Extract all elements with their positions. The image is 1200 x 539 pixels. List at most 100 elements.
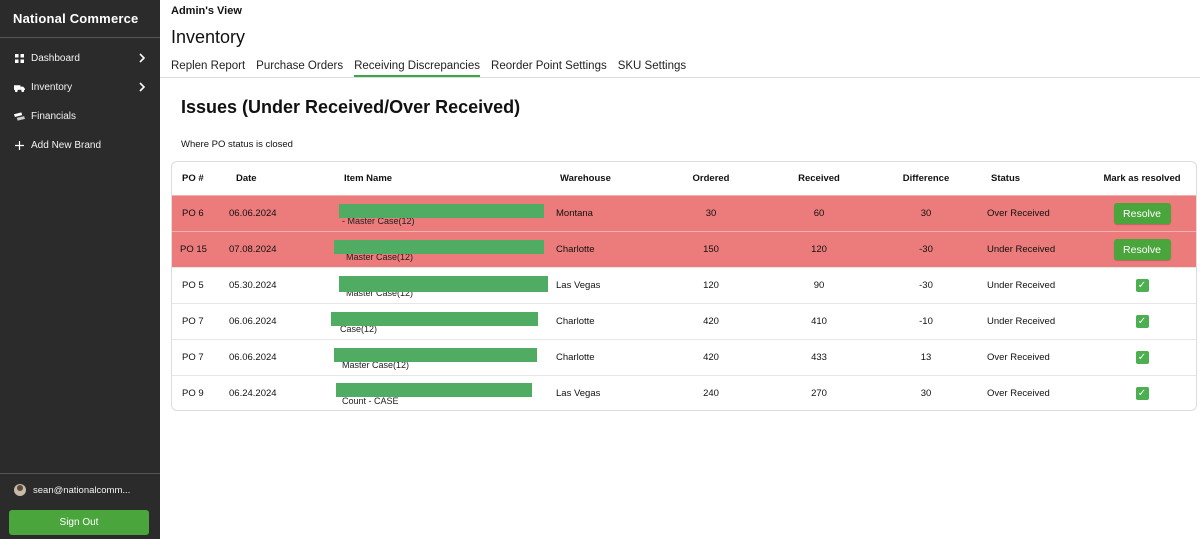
column-header-mark-as-resolved: Mark as resolved [1103,173,1181,184]
tab-reorder-point-settings[interactable]: Reorder Point Settings [491,60,607,72]
resolve-cell: Resolve [1092,196,1192,231]
user-email: sean@nationalcomm... [33,484,131,496]
tab-receiving-discrepancies[interactable]: Receiving Discrepancies [354,60,481,78]
item-name: Master Case(12) [332,232,562,267]
received-qty: 90 [813,280,825,291]
received-qty: 433 [811,352,827,363]
ordered-qty: 30 [705,208,717,219]
item-name-text: Master Case(12) [342,360,410,370]
sidebar-item-label: Financials [31,111,77,122]
resolve-button[interactable]: Resolve [1113,203,1171,224]
section-title: Issues (Under Received/Over Received) [181,97,521,117]
item-name-text: Case(12) [340,324,378,334]
sidebar-item-inventory[interactable]: Inventory [0,73,160,102]
item-name: Count - CASE [332,376,562,410]
table-row: PO 6 06.06.2024 - Master Case(12) Montan… [172,195,1196,231]
item-name: Master Case(12) [332,340,562,375]
ordered-qty: 240 [703,388,719,399]
tab-replen-report[interactable]: Replen Report [171,60,246,72]
grid-icon [14,53,25,64]
warehouse: Las Vegas [556,388,601,399]
po-date: 05.30.2024 [229,280,277,291]
redaction-block [331,312,538,326]
received-qty: 270 [811,388,827,399]
status-text: Over Received [987,352,1050,363]
ordered-qty: 420 [703,352,719,363]
item-name-text: Master Case(12) [346,252,414,262]
difference-qty: 13 [920,352,932,363]
ordered-qty: 420 [703,316,719,327]
status-text: Under Received [987,244,1056,255]
column-header-ordered: Ordered [692,173,730,184]
resolve-button[interactable]: Resolve [1113,239,1171,260]
resolved-cell: ✓ [1092,376,1192,410]
po-number: PO 9 [182,388,204,399]
sign-out-button[interactable]: Sign Out [9,510,149,535]
status-text: Over Received [987,388,1050,399]
po-number: PO 5 [182,280,204,291]
warehouse: Charlotte [556,244,595,255]
sidebar-item-label: Add New Brand [31,140,102,151]
plus-icon [14,140,25,151]
difference-qty: 30 [920,208,932,219]
item-name: - Master Case(12) [332,196,562,231]
po-number: PO 7 [182,316,204,327]
po-number: PO 15 [180,244,207,255]
received-qty: 120 [811,244,827,255]
table-row: PO 7 06.06.2024 Case(12) Charlotte 420 4… [172,303,1196,339]
resolved-check-icon: ✓ [1135,351,1149,364]
tab-purchase-orders[interactable]: Purchase Orders [256,60,344,72]
difference-qty: 30 [920,388,932,399]
redaction-block [334,240,544,254]
sidebar-item-add-new-brand[interactable]: Add New Brand [0,131,160,160]
received-qty: 410 [811,316,827,327]
warehouse: Charlotte [556,352,595,363]
table-row: PO 9 06.24.2024 Count - CASE Las Vegas 2… [172,375,1196,410]
column-header-received: Received [798,173,840,184]
sidebar: National Commerce Dashboard Inventory F [0,0,160,539]
section-subtitle: Where PO status is closed [181,139,293,150]
received-qty: 60 [813,208,825,219]
redaction-block [339,204,544,218]
page-title: Inventory [171,27,246,47]
tab-divider [160,77,1200,78]
resolve-cell: Resolve [1092,232,1192,267]
tab-sku-settings[interactable]: SKU Settings [617,60,687,72]
tab-bar: Replen Report Purchase Orders Receiving … [171,60,697,78]
resolved-check-icon: ✓ [1135,279,1149,292]
resolved-check-icon: ✓ [1135,315,1149,328]
difference-qty: -30 [919,280,933,291]
sidebar-nav: Dashboard Inventory Financials Add Ne [0,38,160,160]
resolved-cell: ✓ [1092,268,1192,303]
item-name-text: Master Case(12) [346,288,414,298]
po-date: 07.08.2024 [229,244,277,255]
status-text: Under Received [987,280,1056,291]
discrepancies-table: PO # Date Item Name Warehouse Ordered Re… [171,161,1197,411]
redaction-block [339,276,548,292]
sidebar-item-label: Inventory [31,82,73,93]
difference-qty: -10 [919,316,933,327]
column-header-status: Status [991,173,1021,184]
item-name: Case(12) [331,304,562,339]
ordered-qty: 150 [703,244,719,255]
table-row: PO 5 05.30.2024 Master Case(12) Las Vega… [172,267,1196,303]
table-row: PO 7 06.06.2024 Master Case(12) Charlott… [172,339,1196,375]
avatar [14,484,26,496]
column-header-item-name: Item Name [344,173,393,184]
table-row: PO 15 07.08.2024 Master Case(12) Charlot… [172,231,1196,267]
po-date: 06.06.2024 [229,316,277,327]
item-name-text: - Master Case(12) [342,216,415,226]
status-text: Under Received [987,316,1056,327]
sidebar-footer: sean@nationalcomm... Sign Out [0,473,160,539]
sidebar-item-financials[interactable]: Financials [0,102,160,131]
sidebar-item-dashboard[interactable]: Dashboard [0,44,160,73]
user-account[interactable]: sean@nationalcomm... [0,474,160,506]
warehouse: Charlotte [556,316,595,327]
table-header: PO # Date Item Name Warehouse Ordered Re… [172,162,1196,195]
warehouse: Montana [556,208,593,219]
column-header-date: Date [236,173,257,184]
ordered-qty: 120 [703,280,719,291]
po-number: PO 6 [182,208,204,219]
redaction-block [336,383,532,397]
item-name-text: Count - CASE [342,396,399,406]
